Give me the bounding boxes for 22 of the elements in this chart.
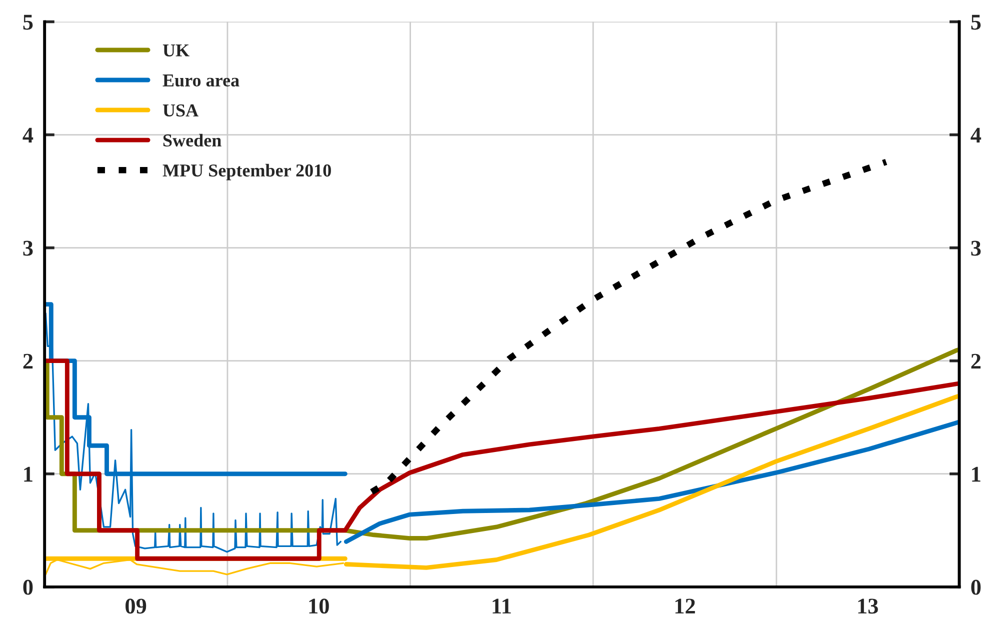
y2-tick-label: 1	[972, 466, 980, 482]
legend-label: Euro area	[162, 74, 240, 87]
y-tick-label: 1	[24, 466, 32, 482]
legend-label: USA	[162, 104, 198, 117]
x-tick-label: 13	[858, 598, 878, 614]
y-tick-label: 5	[23, 14, 33, 30]
legend-label: Sweden	[163, 134, 222, 147]
y2-tick-label: 5	[971, 14, 981, 30]
legend-label: MPU September 2010	[162, 164, 331, 180]
x-tick-label: 10	[309, 598, 329, 614]
y-tick-label: 0	[23, 580, 33, 595]
y2-tick-label: 4	[970, 128, 982, 142]
legend-label: UK	[162, 44, 190, 56]
y-tick-label: 3	[23, 240, 33, 256]
x-tick-label: 09	[126, 598, 146, 614]
y-tick-label: 2	[23, 354, 33, 369]
x-tick-label: 12	[675, 598, 695, 614]
y2-tick-label: 0	[971, 580, 981, 595]
y2-tick-label: 3	[971, 240, 981, 256]
y-tick-label: 4	[22, 128, 34, 142]
y2-tick-label: 2	[971, 354, 981, 369]
x-tick-label: 11	[492, 598, 511, 614]
